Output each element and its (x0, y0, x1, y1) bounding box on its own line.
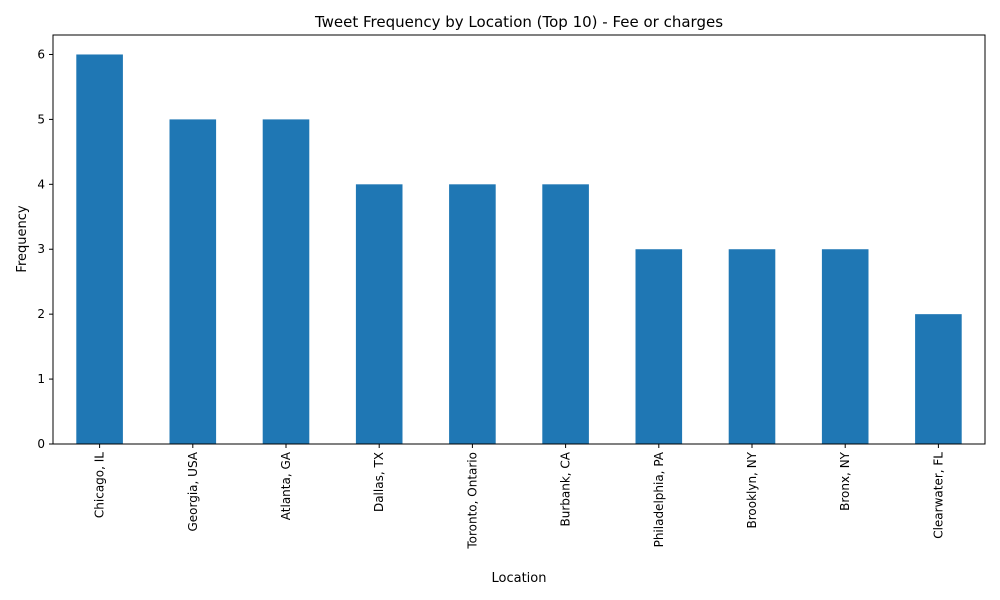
bar-0 (76, 54, 123, 444)
bar-9 (915, 314, 962, 444)
x-tick-label-0: Chicago, IL (93, 452, 107, 518)
bar-6 (635, 249, 683, 444)
bar-8 (821, 249, 869, 444)
x-tick-label-2: Atlanta, GA (279, 451, 293, 520)
y-tick-label-0: 0 (37, 437, 45, 451)
x-tick-label-5: Burbank, CA (559, 451, 573, 526)
bars-group (76, 54, 962, 445)
chart-title: Tweet Frequency by Location (Top 10) - F… (314, 13, 723, 31)
bar-5 (542, 184, 589, 445)
y-tick-label-4: 4 (37, 177, 45, 191)
y-axis-label: Frequency (15, 205, 30, 272)
x-tick-label-9: Clearwater, FL (931, 452, 945, 539)
bar-2 (262, 119, 310, 445)
bar-3 (355, 184, 403, 445)
x-tick-label-3: Dallas, TX (372, 452, 386, 512)
x-tick-label-1: Georgia, USA (186, 451, 200, 531)
y-axis-ticks: 0 1 2 3 4 5 6 (37, 47, 53, 451)
bar-4 (449, 184, 496, 445)
y-tick-label-6: 6 (37, 47, 45, 61)
x-tick-label-8: Bronx, NY (838, 451, 852, 511)
bar-1 (169, 119, 217, 445)
x-tick-label-6: Philadelphia, PA (652, 451, 666, 547)
x-tick-label-7: Brooklyn, NY (745, 451, 759, 528)
x-axis-label: Location (492, 571, 547, 586)
y-tick-label-5: 5 (37, 112, 45, 126)
y-tick-label-2: 2 (37, 307, 45, 321)
plot-frame (52, 34, 986, 445)
y-tick-label-3: 3 (37, 242, 45, 256)
x-tick-label-4: Toronto, Ontario (465, 452, 479, 550)
y-tick-label-1: 1 (37, 372, 45, 386)
bar-7 (728, 249, 776, 444)
x-axis-ticks: Chicago, IL Georgia, USA Atlanta, GA Dallas… (93, 444, 945, 550)
